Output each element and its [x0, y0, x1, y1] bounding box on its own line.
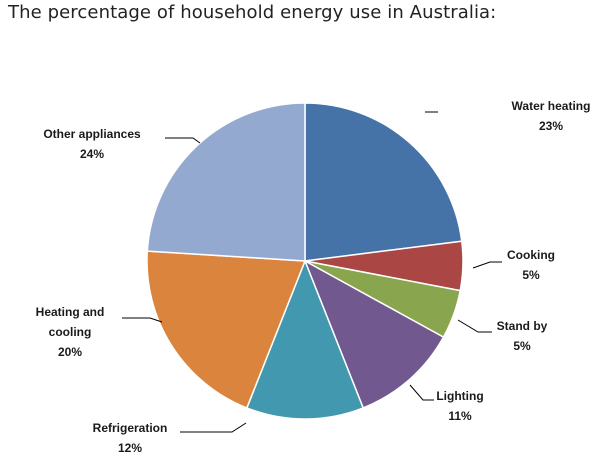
- slice-name-label: Lighting: [436, 389, 483, 403]
- pie-slice-water-heating: [304, 102, 463, 262]
- slice-percent-label: 12%: [118, 441, 142, 455]
- leader-line: [409, 384, 434, 401]
- pie-slices: [146, 102, 464, 420]
- leader-line: [472, 261, 502, 269]
- slice-name-label: Heating and: [36, 305, 105, 319]
- leader-lines: [122, 111, 502, 433]
- pie-slice-other-appliances: [146, 102, 306, 262]
- slice-name-label: Other appliances: [43, 127, 141, 141]
- leader-line: [122, 317, 163, 323]
- slice-name-label: Refrigeration: [93, 421, 168, 435]
- slice-name-label: Cooking: [507, 248, 555, 262]
- leader-line: [165, 137, 201, 144]
- slice-name-label: Water heating: [512, 99, 591, 113]
- slice-percent-label: 11%: [448, 409, 472, 423]
- leader-line: [457, 319, 492, 333]
- slice-percent-label: 5%: [513, 339, 531, 353]
- pie-slice-lighting: [303, 259, 445, 409]
- slice-percent-label: 23%: [539, 119, 563, 133]
- slice-percent-label: 24%: [80, 147, 104, 161]
- page-title: The percentage of household energy use i…: [8, 2, 497, 23]
- slice-percent-label: 20%: [58, 345, 82, 359]
- pie-slice-refrigeration: [245, 258, 365, 420]
- pie-slice-heating-and-cooling: [146, 250, 307, 409]
- slice-name-label: Stand by: [497, 319, 548, 333]
- slice-labels: Water heating 23% Cooking 5% Stand by 5% Light…: [36, 99, 591, 455]
- slice-percent-label: 5%: [522, 268, 540, 282]
- leader-line: [180, 422, 247, 433]
- slice-name-label: cooling: [49, 325, 92, 339]
